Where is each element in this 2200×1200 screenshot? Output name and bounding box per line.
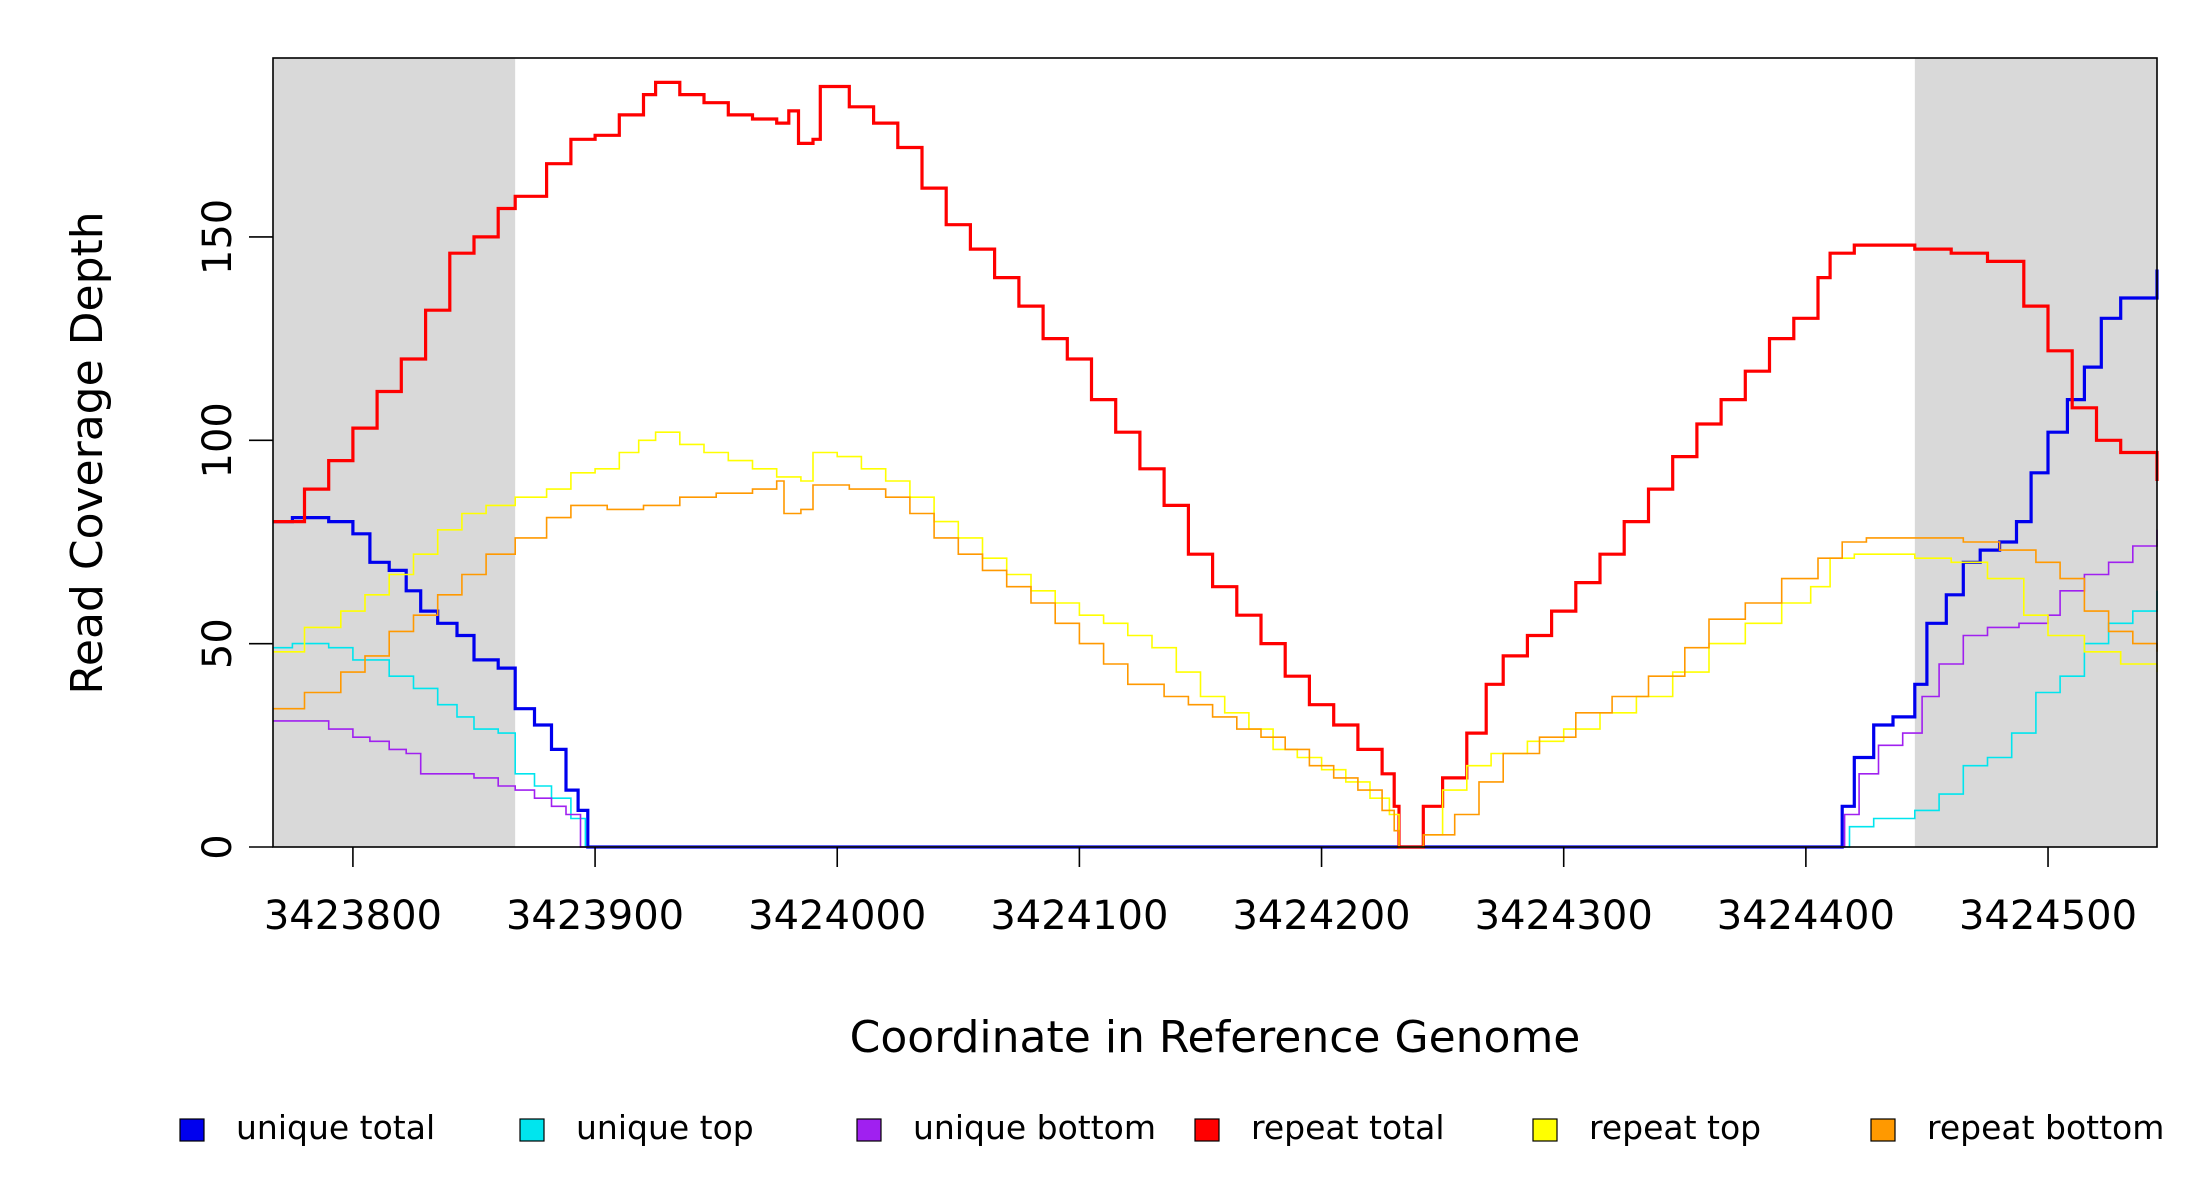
legend-swatch-repeat-total: [1194, 1118, 1220, 1142]
y-tick-label: 0: [195, 834, 241, 859]
plot-frame: [272, 57, 2158, 848]
series-line-unique-top: [273, 590, 2158, 848]
series-line-repeat-bottom: [273, 480, 2158, 848]
x-axis: 3423800 3423900 3424000 3424100 3424200 34243…: [264, 847, 2137, 939]
legend-swatch-repeat-top: [1532, 1118, 1558, 1142]
series-line-unique-total: [273, 269, 2159, 849]
legend-label-unique-bottom: unique bottom: [913, 1108, 1156, 1147]
x-axis-title: Coordinate in Reference Genome: [850, 1012, 1581, 1063]
y-axis: 0 50 100 150: [195, 199, 273, 860]
x-tick-label: 3424000: [748, 893, 926, 939]
legend: unique total unique top unique bottom repea…: [179, 1108, 2164, 1147]
y-tick-label: 100: [195, 402, 241, 478]
x-tick-label: 3424200: [1232, 893, 1410, 939]
legend-label-repeat-top: repeat top: [1589, 1108, 1761, 1147]
legend-label-repeat-bottom: repeat bottom: [1927, 1108, 2164, 1147]
legend-swatch-unique-total: [179, 1118, 205, 1142]
legend-label-unique-top: unique top: [576, 1108, 754, 1147]
y-tick-label: 50: [195, 618, 241, 669]
series-line-repeat-top: [273, 431, 2158, 848]
y-tick-label: 150: [195, 199, 241, 275]
legend-label-unique-total: unique total: [236, 1108, 435, 1147]
legend-swatch-repeat-bottom: [1870, 1118, 1896, 1142]
shaded-region-0: [273, 58, 516, 847]
series-line-repeat-total: [273, 80, 2159, 849]
series-lines: [273, 80, 2159, 849]
x-tick-label: 3424300: [1475, 893, 1653, 939]
x-tick-label: 3424400: [1717, 893, 1895, 939]
y-axis-title: Read Coverage Depth: [62, 211, 113, 694]
series-line-unique-bottom: [273, 529, 2158, 848]
shaded-regions: [273, 58, 2157, 847]
legend-label-repeat-total: repeat total: [1251, 1108, 1445, 1147]
legend-swatch-unique-bottom: [856, 1118, 882, 1142]
x-tick-label: 3424100: [990, 893, 1168, 939]
legend-swatch-unique-top: [519, 1118, 545, 1142]
x-tick-label: 3424500: [1959, 893, 2137, 939]
x-tick-label: 3423900: [506, 893, 684, 939]
x-tick-label: 3423800: [264, 893, 442, 939]
